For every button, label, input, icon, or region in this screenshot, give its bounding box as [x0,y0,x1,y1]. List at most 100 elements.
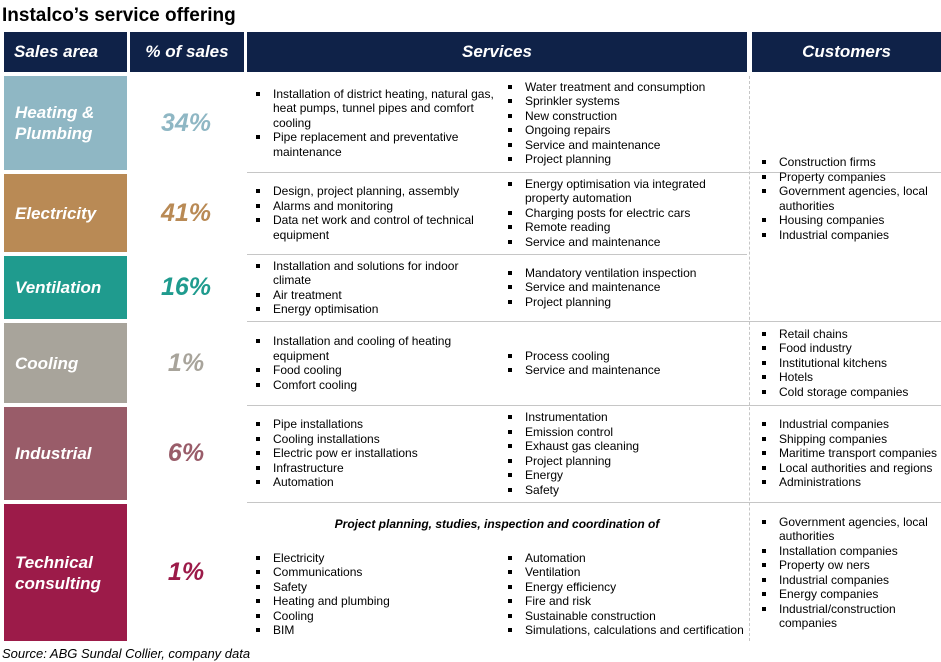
list-item: Pipe installations [247,417,497,432]
list-item: Shipping companies [753,432,941,447]
sales-area-band: Heating & Plumbing [4,76,127,170]
list-item: Property companies [753,170,941,185]
list-item: BIM [247,623,497,638]
list-item: Service and maintenance [499,280,749,295]
list-item: Food cooling [247,363,497,378]
page-title: Instalco’s service offering [2,5,236,26]
list-item: Project planning [499,152,749,167]
source-note: Source: ABG Sundal Collier, company data [2,646,251,661]
list-item: Electricity [247,551,497,566]
list-item: Service and maintenance [499,363,749,378]
header-pct-sales: % of sales [130,32,244,72]
list-item: Design, project planning, assembly [247,184,497,199]
list-item: Energy optimisation [247,302,497,317]
customers-list: Retail chains Food industry Institutional … [753,327,941,400]
list-item: Heating and plumbing [247,594,497,609]
services-list: Mandatory ventilation inspection Service … [499,266,749,310]
services-list: Design, project planning, assembly Alarms… [247,184,497,242]
services-list: Instrumentation Emission control Exhaust g… [499,410,749,497]
list-item: Automation [247,475,497,490]
list-item: Property ow ners [753,558,941,573]
list-item: Government agencies, local authorities [753,515,941,544]
services-list: Installation and cooling of heating equi… [247,334,497,392]
list-item: Service and maintenance [499,235,749,250]
list-item: Energy companies [753,587,941,602]
sales-percentage: 6% [167,439,205,467]
list-item: Process cooling [499,349,749,364]
services-list: Energy optimisation via integrated prope… [499,177,749,250]
list-item: Fire and risk [499,594,749,609]
services-list: Electricity Communications Safety Heating a… [247,551,497,638]
list-item: Construction firms [753,155,941,170]
list-item: Data net work and control of technical e… [247,213,497,242]
header-services: Services [247,32,747,72]
list-item: Exhaust gas cleaning [499,439,749,454]
list-item: Cold storage companies [753,385,941,400]
list-item: Retail chains [753,327,941,342]
list-item: Emission control [499,425,749,440]
list-item: Alarms and monitoring [247,199,497,214]
customers-list: Construction firms Property companies Gove… [753,155,941,242]
services-list: Process cooling Service and maintenance [499,349,749,378]
list-item: Automation [499,551,749,566]
list-item: Air treatment [247,288,497,303]
sales-area-band: Technical consulting [4,504,127,641]
list-item: Installation of district heating, natura… [247,87,497,131]
sales-area-band: Cooling [4,323,127,403]
list-item: Administrations [753,475,941,490]
list-item: Service and maintenance [499,138,749,153]
list-item: Installation companies [753,544,941,559]
list-item: Comfort cooling [247,378,497,393]
sales-percentage: 1% [167,558,205,586]
list-item: Industrial companies [753,417,941,432]
list-item: Safety [499,483,749,498]
services-list: Installation and solutions for indoor cl… [247,259,497,317]
list-item: Industrial companies [753,573,941,588]
list-item: Cooling [247,609,497,624]
list-item: Industrial/construction companies [753,602,941,631]
list-item: Electric pow er installations [247,446,497,461]
services-list: Water treatment and consumption Sprinkler… [499,80,749,167]
sales-percentage: 34% [160,108,212,137]
list-item: Simulations, calculations and certificat… [499,623,749,638]
list-item: Installation and solutions for indoor cl… [247,259,497,288]
sales-area-band: Industrial [4,407,127,500]
list-item: Project planning [499,295,749,310]
sales-area-band: Electricity [4,174,127,252]
list-item: Communications [247,565,497,580]
list-item: Charging posts for electric cars [499,206,749,221]
list-item: Safety [247,580,497,595]
list-item: Instrumentation [499,410,749,425]
list-item: Energy [499,468,749,483]
list-item: Infrastructure [247,461,497,476]
list-item: Industrial companies [753,228,941,243]
list-item: Project planning [499,454,749,469]
header-customers: Customers [752,32,941,72]
list-item: Sprinkler systems [499,94,749,109]
services-list: Automation Ventilation Energy efficiency Fi… [499,551,749,638]
customers-list: Industrial companies Shipping companies Ma… [753,417,941,490]
list-item: Hotels [753,370,941,385]
list-item: Mandatory ventilation inspection [499,266,749,281]
list-item: Water treatment and consumption [499,80,749,95]
list-item: Energy efficiency [499,580,749,595]
list-item: Sustainable construction [499,609,749,624]
list-item: Food industry [753,341,941,356]
sales-area-band: Ventilation [4,256,127,319]
services-heading: Project planning, studies, inspection an… [334,517,660,531]
list-item: Institutional kitchens [753,356,941,371]
customers-list: Government agencies, local authorities In… [753,515,941,631]
list-item: Maritime transport companies [753,446,941,461]
list-item: Ventilation [499,565,749,580]
list-item: Housing companies [753,213,941,228]
list-item: Energy optimisation via integrated prope… [499,177,749,206]
sales-percentage: 41% [160,198,212,227]
services-list: Installation of district heating, natura… [247,87,497,160]
header-sales-area: Sales area [4,32,127,72]
list-item: Local authorities and regions [753,461,941,476]
list-item: Remote reading [499,220,749,235]
list-item: New construction [499,109,749,124]
list-item: Installation and cooling of heating equi… [247,334,497,363]
list-item: Government agencies, local authorities [753,184,941,213]
list-item: Cooling installations [247,432,497,447]
